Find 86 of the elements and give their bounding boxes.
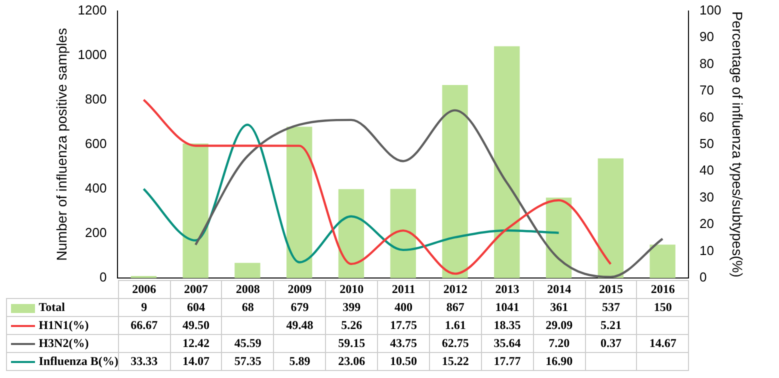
data-label: 5.21	[585, 316, 637, 334]
data-label: 49.48	[274, 316, 326, 334]
y2-tick-label: 20	[700, 216, 714, 232]
bar	[546, 198, 572, 278]
data-label: 62.75	[429, 334, 482, 352]
legend-label: Total	[38, 300, 65, 314]
data-label: 1.61	[429, 316, 482, 334]
data-label: 537	[585, 298, 637, 316]
x-tick-label: 2011	[378, 280, 430, 298]
data-label: 150	[636, 298, 689, 316]
data-label: 0.37	[585, 334, 637, 352]
bar	[234, 262, 260, 278]
bar	[598, 158, 624, 278]
bar	[182, 144, 208, 278]
y2-tick-label: 80	[700, 56, 714, 71]
y-tick-label: 1200	[78, 2, 107, 18]
y-tick-label: 400	[85, 180, 107, 196]
bar	[286, 126, 312, 278]
data-label: 29.09	[533, 316, 586, 334]
data-label: 23.06	[326, 352, 378, 370]
line-series	[142, 98, 612, 275]
x-tick-label: 2009	[274, 280, 326, 298]
legend-label: Influenza B(%)	[38, 354, 118, 368]
data-label: 14.67	[636, 334, 689, 352]
y2-tick-label: 60	[700, 109, 714, 124]
y-tick-label: 0	[99, 270, 107, 285]
data-label: 7.20	[533, 334, 586, 352]
x-tick-label: 2006	[118, 280, 170, 298]
data-label: 10.50	[378, 352, 430, 370]
data-label: 59.15	[326, 334, 378, 352]
y2-tick-label: 100	[700, 2, 722, 18]
y2-tick-label: 70	[700, 82, 714, 98]
y2-tick-label: 30	[700, 189, 714, 204]
x-tick-label: 2007	[170, 280, 222, 298]
bar	[338, 189, 364, 278]
data-label: 679	[274, 298, 326, 316]
y-tick-label: 1000	[78, 46, 107, 62]
data-label: 16.90	[533, 352, 586, 370]
data-label: 399	[326, 298, 378, 316]
y2-tick-label: 40	[700, 162, 714, 178]
y-axis-title: Number of influenza positive samples	[53, 28, 70, 261]
data-label: 1041	[481, 298, 534, 316]
x-tick-label: 2012	[429, 280, 482, 298]
data-label: 14.07	[170, 352, 222, 370]
y-tick-label: 200	[85, 225, 107, 240]
data-label: 5.89	[274, 352, 326, 370]
data-label: 17.77	[481, 352, 534, 370]
legend-label: H1N1(%)	[38, 318, 89, 332]
x-tick-label: 2015	[585, 280, 637, 298]
bar	[390, 188, 416, 278]
data-label: 361	[533, 298, 586, 316]
data-label: 35.64	[481, 334, 534, 352]
data-label: 9	[118, 298, 170, 316]
x-tick-label: 2013	[481, 280, 534, 298]
data-label: 18.35	[481, 316, 534, 334]
y2-tick-label: 50	[700, 136, 714, 151]
bar	[442, 84, 468, 278]
data-label: 57.35	[222, 352, 274, 370]
data-label: 43.75	[378, 334, 430, 352]
data-label: 5.26	[326, 316, 378, 334]
data-label: 66.67	[118, 316, 170, 334]
bar	[494, 46, 520, 278]
data-label: 15.22	[429, 352, 482, 370]
line-series	[194, 109, 664, 278]
x-tick-label: 2014	[533, 280, 586, 298]
data-label: 68	[222, 298, 274, 316]
data-label: 867	[429, 298, 482, 316]
y2-tick-label: 90	[700, 29, 714, 44]
data-label: 604	[170, 298, 222, 316]
data-label: 49.50	[170, 316, 222, 334]
x-tick-label: 2016	[636, 280, 689, 298]
x-tick-label: 2008	[222, 280, 274, 298]
line-series	[142, 124, 560, 264]
y-tick-label: 600	[85, 136, 107, 151]
y2-tick-label: 0	[700, 270, 707, 285]
bar	[650, 244, 676, 278]
data-label: 33.33	[118, 352, 170, 370]
data-label: 12.42	[170, 334, 222, 352]
y2-tick-label: 10	[700, 242, 714, 258]
x-tick-label: 2010	[326, 280, 378, 298]
y2-axis-title: Percentage of influenza types/subtypes(%)	[730, 11, 746, 278]
data-label: 400	[378, 298, 430, 316]
data-label: 45.59	[222, 334, 274, 352]
legend-label: H3N2(%)	[38, 336, 89, 350]
data-label: 17.75	[378, 316, 430, 334]
y-tick-label: 800	[85, 91, 107, 106]
